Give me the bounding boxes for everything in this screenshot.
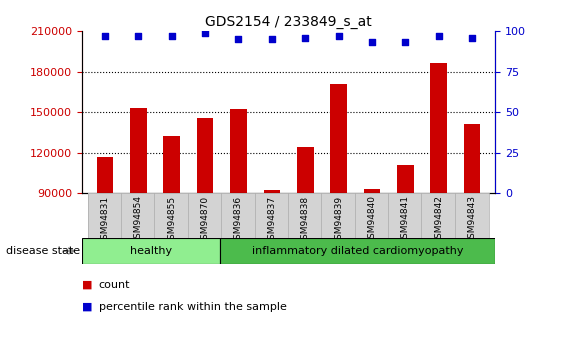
Bar	[330, 84, 347, 193]
Point	[200, 30, 209, 36]
Text: ■: ■	[82, 302, 92, 312]
Point	[267, 37, 276, 42]
Text: GSM94837: GSM94837	[267, 195, 276, 245]
Text: count: count	[99, 280, 130, 289]
Text: GSM94838: GSM94838	[301, 195, 310, 245]
Point	[134, 33, 143, 39]
Bar	[196, 118, 213, 193]
Text: ■: ■	[82, 280, 92, 289]
Text: healthy: healthy	[129, 246, 172, 256]
Text: disease state: disease state	[6, 246, 80, 256]
Point	[401, 40, 410, 45]
Text: GSM94842: GSM94842	[434, 195, 443, 244]
Point	[468, 35, 477, 40]
Point	[167, 33, 176, 39]
Bar	[263, 190, 280, 193]
Point	[301, 35, 310, 40]
Bar	[430, 63, 447, 193]
Text: GSM94836: GSM94836	[234, 195, 243, 245]
Text: GSM94840: GSM94840	[368, 195, 377, 245]
Bar	[130, 108, 147, 193]
Point	[234, 37, 243, 42]
Point	[434, 33, 443, 39]
Bar	[82, 238, 220, 264]
Text: GSM94841: GSM94841	[401, 195, 410, 245]
Bar	[397, 165, 414, 193]
Text: GSM94843: GSM94843	[468, 195, 477, 245]
Text: inflammatory dilated cardiomyopathy: inflammatory dilated cardiomyopathy	[252, 246, 463, 256]
Bar	[297, 147, 314, 193]
Bar	[97, 157, 113, 193]
Title: GDS2154 / 233849_s_at: GDS2154 / 233849_s_at	[205, 14, 372, 29]
Point	[100, 33, 109, 39]
Text: percentile rank within the sample: percentile rank within the sample	[99, 302, 287, 312]
Bar	[163, 136, 180, 193]
Bar	[230, 109, 247, 193]
Text: GSM94870: GSM94870	[200, 195, 209, 245]
Point	[368, 40, 377, 45]
Text: GSM94831: GSM94831	[100, 195, 109, 245]
Text: GSM94854: GSM94854	[134, 195, 143, 245]
Point	[334, 33, 343, 39]
Bar	[220, 238, 495, 264]
Bar	[464, 124, 480, 193]
Text: GSM94855: GSM94855	[167, 195, 176, 245]
Bar	[364, 189, 381, 193]
Text: GSM94839: GSM94839	[334, 195, 343, 245]
